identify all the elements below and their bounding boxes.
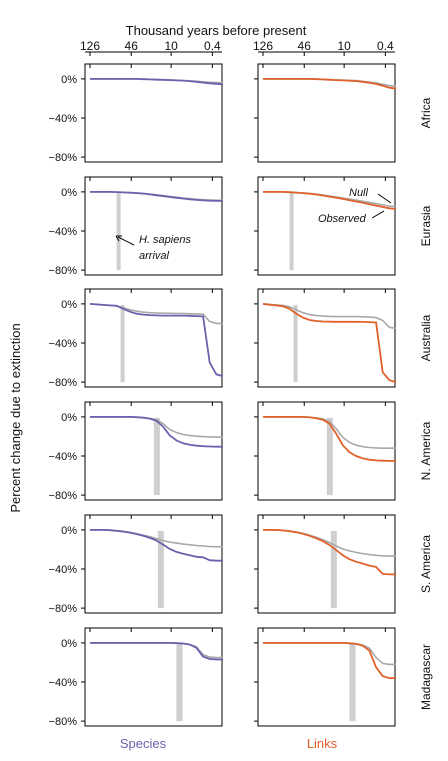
x-tick-label: 126 <box>253 39 273 53</box>
y-tick-label: −40% <box>49 451 78 463</box>
y-tick-label: 0% <box>61 74 77 86</box>
panel-frame <box>84 63 223 163</box>
panel-links-africa <box>254 63 397 163</box>
y-tick-label: −80% <box>49 377 78 389</box>
observed-line <box>263 191 397 210</box>
arrowhead-icon <box>115 235 122 242</box>
y-tick-label: −40% <box>49 677 78 689</box>
x-tick-label: 46 <box>125 39 139 53</box>
human-arrival-bar <box>293 304 298 383</box>
null-model-line <box>90 529 224 548</box>
panel-species-australia: 0% −40% −80% <box>49 288 224 389</box>
observed-line <box>90 191 224 202</box>
human-arrival-bar <box>349 643 356 722</box>
x-tick-label: 10 <box>337 39 351 53</box>
panel-frame <box>84 514 223 614</box>
annotation-arrival-1: H. sapiens <box>139 234 191 246</box>
human-arrival-bar <box>153 417 160 496</box>
human-arrival-bar <box>157 530 164 609</box>
panel-frame <box>257 288 396 388</box>
y-tick-label: 0% <box>61 638 77 650</box>
x-tick-label: 10 <box>164 39 178 53</box>
panel-species-africa: 0% −40% −80% <box>49 63 224 164</box>
x-tick-label: 126 <box>80 39 100 53</box>
column-label-links: Links <box>307 736 338 751</box>
observed-line <box>90 78 224 86</box>
region-label: Africa <box>419 97 433 128</box>
panel-species-s-america: 0% −40% −80% <box>49 514 224 615</box>
annotation-null: Null <box>349 187 369 199</box>
annotation-observed-arrow <box>371 210 385 219</box>
y-tick-label: −40% <box>49 226 78 238</box>
human-arrival-bar <box>289 192 294 271</box>
observed-line <box>263 529 396 576</box>
y-tick-label: 0% <box>61 299 77 311</box>
observed-line <box>89 303 224 378</box>
annotation-observed: Observed <box>318 213 367 225</box>
null-model-line <box>263 642 396 666</box>
panel-links-n-america <box>254 401 396 501</box>
panel-frame <box>257 176 396 276</box>
human-arrival-bar <box>330 530 337 609</box>
panel-links-australia <box>254 288 397 388</box>
y-tick-label: −80% <box>49 603 78 615</box>
null-model-line <box>262 303 397 330</box>
human-arrival-bar <box>116 192 121 271</box>
y-tick-label: −80% <box>49 716 78 728</box>
panel-frame <box>257 63 396 163</box>
observed-line <box>263 416 396 462</box>
region-label: Madagascar <box>419 644 433 710</box>
region-label: Eurasia <box>419 205 433 246</box>
annotation-arrival-arrow <box>117 236 135 246</box>
y-tick-label: −40% <box>49 338 78 350</box>
observed-line <box>90 529 223 562</box>
chart-title: Thousand years before present <box>126 23 307 38</box>
annotation-arrival-2: arrival <box>139 250 170 262</box>
null-model-line <box>263 191 397 208</box>
y-tick-label: 0% <box>61 187 77 199</box>
annotation-null-arrow <box>377 193 392 204</box>
panel-species-eurasia: 0% −40% −80% <box>49 176 224 277</box>
observed-line <box>262 303 397 383</box>
panel-frame <box>257 627 396 727</box>
panel-frame <box>257 401 396 501</box>
y-tick-label: −40% <box>49 564 78 576</box>
y-tick-label: −40% <box>49 113 78 125</box>
region-label: S. America <box>419 535 433 593</box>
panel-frame <box>84 176 223 276</box>
panel-frame <box>84 288 223 388</box>
observed-line <box>90 416 223 448</box>
y-tick-label: −80% <box>49 490 78 502</box>
region-label: Australia <box>419 314 433 361</box>
panel-links-madagascar <box>254 627 396 727</box>
panel-species-n-america: 0% −40% −80% <box>49 401 224 502</box>
y-axis-label: Percent change due to extinction <box>8 323 23 512</box>
panel-frame <box>257 514 396 614</box>
human-arrival-bar <box>326 417 333 496</box>
region-label: N. America <box>419 421 433 480</box>
panel-grid: 126 46 10 0.4 126 46 10 0.4 Africa 0% −40% −80% Eura… <box>49 39 433 728</box>
column-label-species: Species <box>120 736 167 751</box>
panel-species-madagascar: 0% −40% −80% <box>49 627 223 728</box>
y-tick-label: −80% <box>49 152 78 164</box>
panel-links-eurasia <box>254 176 397 276</box>
y-tick-label: 0% <box>61 412 77 424</box>
null-model-line <box>263 529 397 558</box>
panel-frame <box>84 627 223 727</box>
y-tick-label: −80% <box>49 265 78 277</box>
x-tick-label: 0.4 <box>377 39 394 53</box>
x-tick-label: 46 <box>298 39 312 53</box>
human-arrival-bar <box>176 643 183 722</box>
observed-line <box>263 642 396 679</box>
x-tick-label: 0.4 <box>204 39 221 53</box>
human-arrival-bar <box>120 304 125 383</box>
panel-links-s-america <box>254 514 397 614</box>
observed-line <box>90 642 223 661</box>
y-tick-label: 0% <box>61 525 77 537</box>
panel-frame <box>84 401 223 501</box>
observed-line <box>263 78 397 90</box>
